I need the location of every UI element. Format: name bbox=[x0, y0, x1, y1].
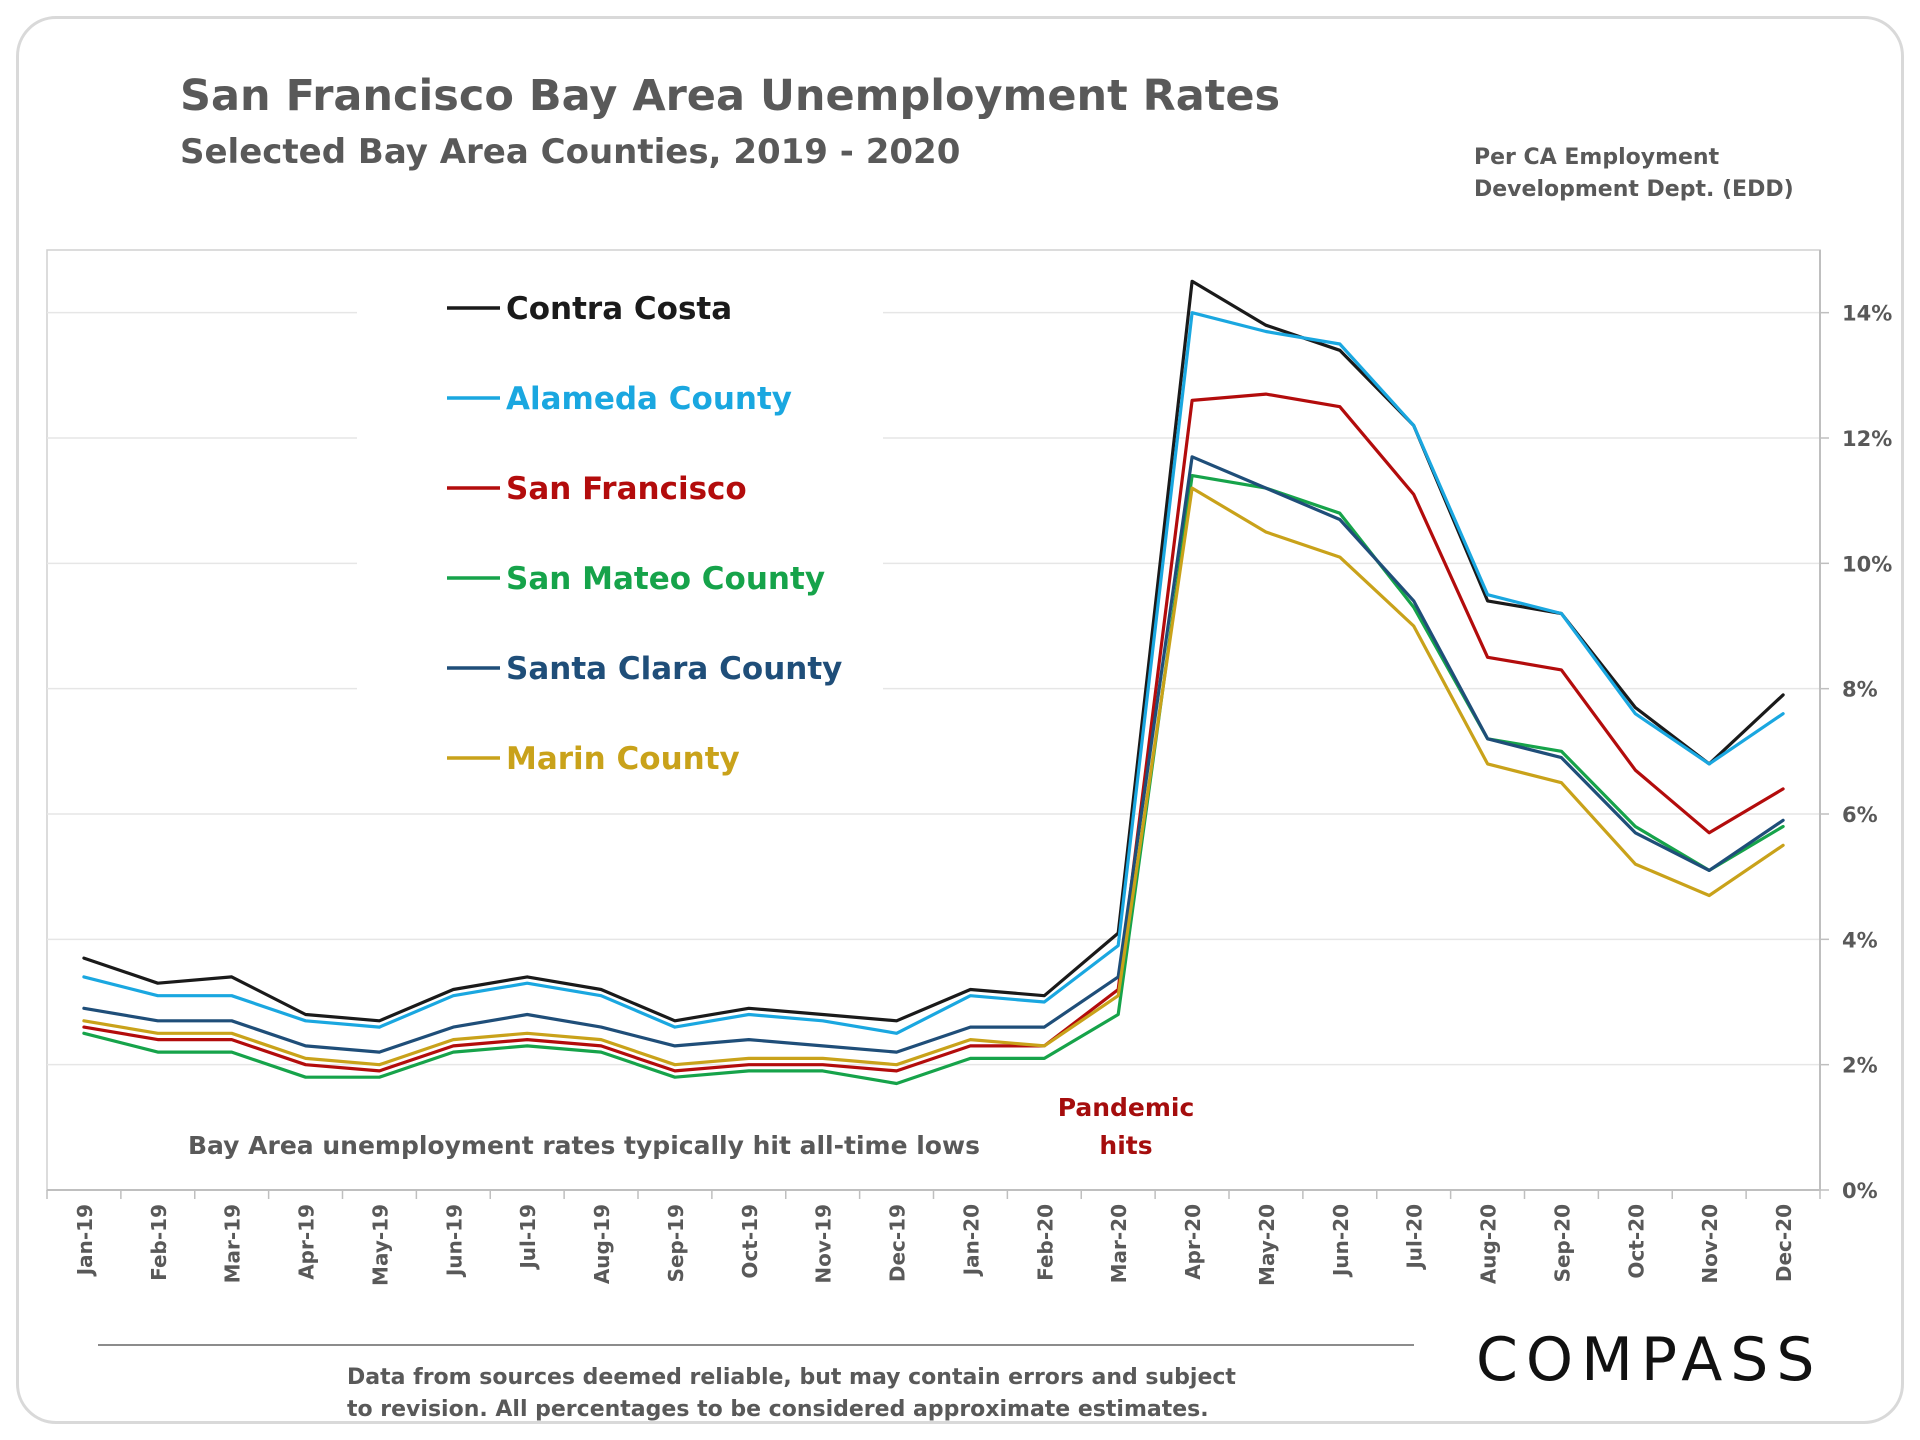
annotation-pandemic-line-1: Pandemic bbox=[1058, 1093, 1195, 1122]
x-tick-label-feb-20: Feb-20 bbox=[1033, 1204, 1057, 1281]
compass-logo: COMPASS bbox=[1476, 1325, 1822, 1395]
legend-label-san-francisco: San Francisco bbox=[506, 471, 747, 507]
annotation-all-time-lows: Bay Area unemployment rates typically hi… bbox=[188, 1131, 980, 1160]
y-tick-label-10: 10% bbox=[1842, 552, 1892, 576]
x-tick-label-apr-20: Apr-20 bbox=[1181, 1204, 1205, 1280]
x-tick-label-jan-20: Jan-20 bbox=[959, 1204, 983, 1277]
x-tick-label-aug-20: Aug-20 bbox=[1477, 1204, 1501, 1284]
series-line-santa-clara-county bbox=[82, 455, 1785, 1054]
y-tick-label-14: 14% bbox=[1842, 302, 1892, 326]
source-line-1: Per CA Employment bbox=[1474, 145, 1720, 170]
series-lines bbox=[82, 279, 1785, 1086]
x-axis-ticks: Jan-19 Feb-19 Mar-19 Apr-19 May-19 Jun-19 Jul-… bbox=[46, 1189, 1821, 1286]
legend-background bbox=[357, 262, 883, 802]
legend-label-marin-county: Marin County bbox=[506, 741, 740, 777]
series-line-san-mateo-county bbox=[82, 474, 1785, 1086]
series-line-marin-county bbox=[82, 486, 1785, 1067]
series-line-san-francisco bbox=[82, 392, 1785, 1073]
x-tick-label-mar-19: Mar-19 bbox=[221, 1204, 245, 1283]
x-tick-label-jul-19: Jul-19 bbox=[516, 1204, 540, 1271]
plot-area bbox=[46, 249, 1821, 1191]
x-tick-label-apr-19: Apr-19 bbox=[295, 1204, 319, 1280]
x-tick-label-nov-20: Nov-20 bbox=[1698, 1204, 1722, 1284]
legend-label-san-mateo-county: San Mateo County bbox=[506, 561, 825, 597]
x-tick-label-jun-20: Jun-20 bbox=[1329, 1204, 1353, 1278]
x-tick-label-sep-20: Sep-20 bbox=[1550, 1204, 1574, 1282]
y-tick-label-4: 4% bbox=[1842, 928, 1878, 952]
x-tick-label-jul-20: Jul-20 bbox=[1403, 1204, 1427, 1271]
x-tick-label-mar-20: Mar-20 bbox=[1107, 1204, 1131, 1283]
y-tick-label-8: 8% bbox=[1842, 678, 1878, 702]
series-line-contra-costa bbox=[82, 279, 1785, 1023]
y-axis-ticks: 0% 2% 4% 6% 8% 10% 12% 14% bbox=[1819, 250, 1892, 1203]
series-line-alameda-county bbox=[82, 311, 1785, 1035]
disclaimer-line-1: Data from sources deemed reliable, but m… bbox=[347, 1365, 1236, 1390]
x-tick-label-jan-19: Jan-19 bbox=[73, 1204, 97, 1277]
disclaimer-line-2: to revision. All percentages to be consi… bbox=[347, 1397, 1209, 1422]
x-tick-label-sep-19: Sep-19 bbox=[664, 1204, 688, 1282]
legend-box bbox=[357, 262, 883, 802]
x-tick-label-feb-19: Feb-19 bbox=[147, 1204, 171, 1281]
annotation-pandemic-line-2: hits bbox=[1099, 1131, 1152, 1160]
legend-label-contra-costa: Contra Costa bbox=[506, 291, 732, 327]
x-tick-label-dec-20: Dec-20 bbox=[1772, 1204, 1796, 1282]
x-tick-label-nov-19: Nov-19 bbox=[812, 1204, 836, 1284]
x-tick-label-jun-19: Jun-19 bbox=[442, 1204, 466, 1278]
y-tick-label-6: 6% bbox=[1842, 803, 1878, 827]
x-tick-label-may-20: May-20 bbox=[1255, 1204, 1279, 1286]
chart-subtitle: Selected Bay Area Counties, 2019 - 2020 bbox=[180, 132, 960, 172]
x-tick-label-aug-19: Aug-19 bbox=[590, 1204, 614, 1284]
chart-title: San Francisco Bay Area Unemployment Rate… bbox=[180, 71, 1280, 121]
x-tick-label-oct-20: Oct-20 bbox=[1624, 1204, 1648, 1279]
plot-border bbox=[46, 249, 1821, 1191]
y-tick-label-12: 12% bbox=[1842, 427, 1892, 451]
y-tick-label-0: 0% bbox=[1842, 1179, 1878, 1203]
x-tick-label-oct-19: Oct-19 bbox=[738, 1204, 762, 1279]
x-tick-label-dec-19: Dec-19 bbox=[886, 1204, 910, 1282]
x-tick-label-may-19: May-19 bbox=[368, 1204, 392, 1286]
legend-label-alameda-county: Alameda County bbox=[506, 381, 792, 417]
y-tick-label-2: 2% bbox=[1842, 1054, 1878, 1078]
legend: Contra Costa Alameda County San Francisco S… bbox=[447, 291, 842, 777]
source-line-2: Development Dept. (EDD) bbox=[1474, 177, 1794, 202]
legend-label-santa-clara-county: Santa Clara County bbox=[506, 651, 842, 687]
gridlines bbox=[47, 311, 1820, 1066]
